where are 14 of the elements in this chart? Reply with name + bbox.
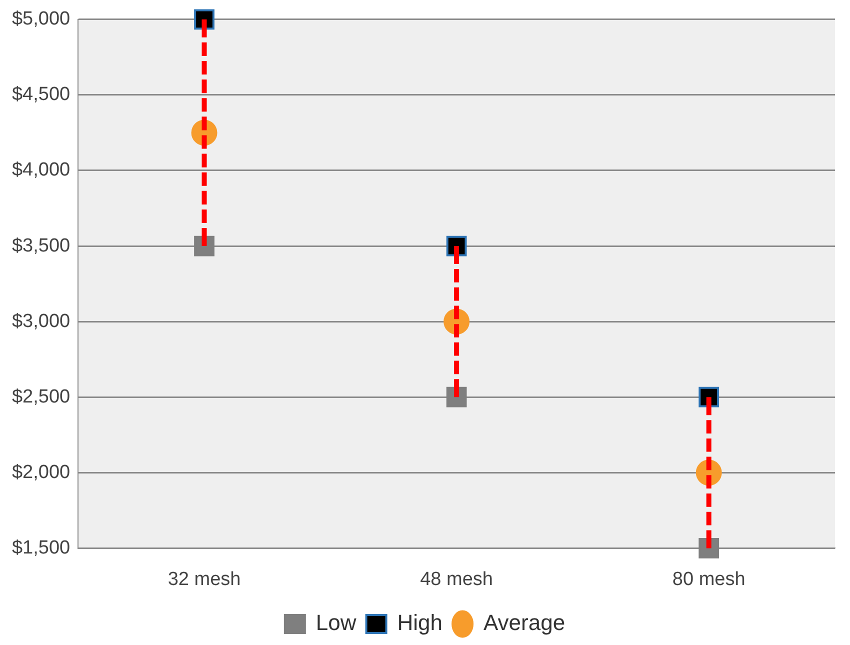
y-tick-label: $2,500 (12, 386, 70, 408)
x-tick-label: 80 mesh (672, 568, 746, 590)
y-tick-label: $1,500 (12, 537, 70, 558)
y-tick-label: $5,000 (12, 8, 70, 30)
y-tick-label: $3,000 (12, 310, 70, 332)
x-tick-label: 32 mesh (168, 568, 241, 590)
y-tick-label: $4,000 (12, 160, 70, 181)
y-tick-label: $4,500 (12, 84, 70, 106)
legend-label: Low (316, 610, 356, 636)
y-tick-label: $3,500 (12, 235, 70, 256)
x-tick-label: 48 mesh (420, 568, 493, 590)
legend-label: Average (484, 610, 566, 636)
y-tick-label: $2,000 (12, 462, 70, 483)
legend-label: High (397, 610, 443, 636)
